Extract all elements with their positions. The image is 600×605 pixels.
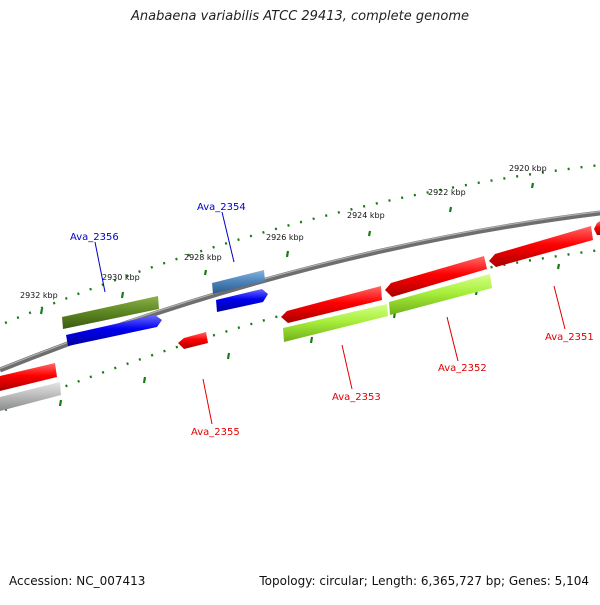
gene-label-ava-2356[interactable]: Ava_2356 xyxy=(70,232,119,243)
accession-text: Accession: NC_007413 xyxy=(9,574,146,588)
gene-label-ava-2355[interactable]: Ava_2355 xyxy=(191,427,240,438)
gene-label-ava-2352[interactable]: Ava_2352 xyxy=(438,363,487,374)
scale-label: 2928 kbp xyxy=(184,253,222,262)
gene-feature[interactable] xyxy=(0,363,57,391)
leader-line xyxy=(202,378,213,425)
gene-feature[interactable] xyxy=(283,304,388,342)
scale-label: 2922 kbp xyxy=(428,188,466,197)
gene-feature[interactable] xyxy=(489,226,593,267)
leader-line xyxy=(446,316,459,362)
leader-line xyxy=(221,211,235,263)
gene-feature[interactable] xyxy=(66,315,162,346)
gene-feature[interactable] xyxy=(178,332,208,349)
gene-feature[interactable] xyxy=(281,286,382,323)
scale-dots-upper xyxy=(4,163,600,325)
genome-info-text: Topology: circular; Length: 6,365,727 bp… xyxy=(259,574,589,588)
leader-line xyxy=(341,344,353,390)
gene-feature[interactable] xyxy=(0,382,61,411)
scale-label: 2920 kbp xyxy=(509,164,547,173)
gene-feature[interactable] xyxy=(594,221,600,235)
gene-label-ava-2354[interactable]: Ava_2354 xyxy=(197,202,246,213)
leader-line xyxy=(553,285,566,330)
gene-label-ava-2351[interactable]: Ava_2351 xyxy=(545,332,594,343)
scale-ticks-upper xyxy=(39,182,535,315)
leader-line xyxy=(94,241,106,293)
gene-feature[interactable] xyxy=(216,289,268,312)
gene-feature[interactable] xyxy=(389,274,492,315)
page-title: Anabaena variabilis ATCC 29413, complete… xyxy=(131,9,469,24)
scale-label: 2924 kbp xyxy=(347,211,385,220)
gene-feature[interactable] xyxy=(212,270,265,294)
scale-label: 2932 kbp xyxy=(20,291,58,300)
gene-feature[interactable] xyxy=(62,296,159,329)
gene-feature[interactable] xyxy=(385,256,487,297)
scale-label: 2926 kbp xyxy=(266,233,304,242)
gene-label-ava-2353[interactable]: Ava_2353 xyxy=(332,392,381,403)
scale-label: 2930 kbp xyxy=(102,273,140,282)
